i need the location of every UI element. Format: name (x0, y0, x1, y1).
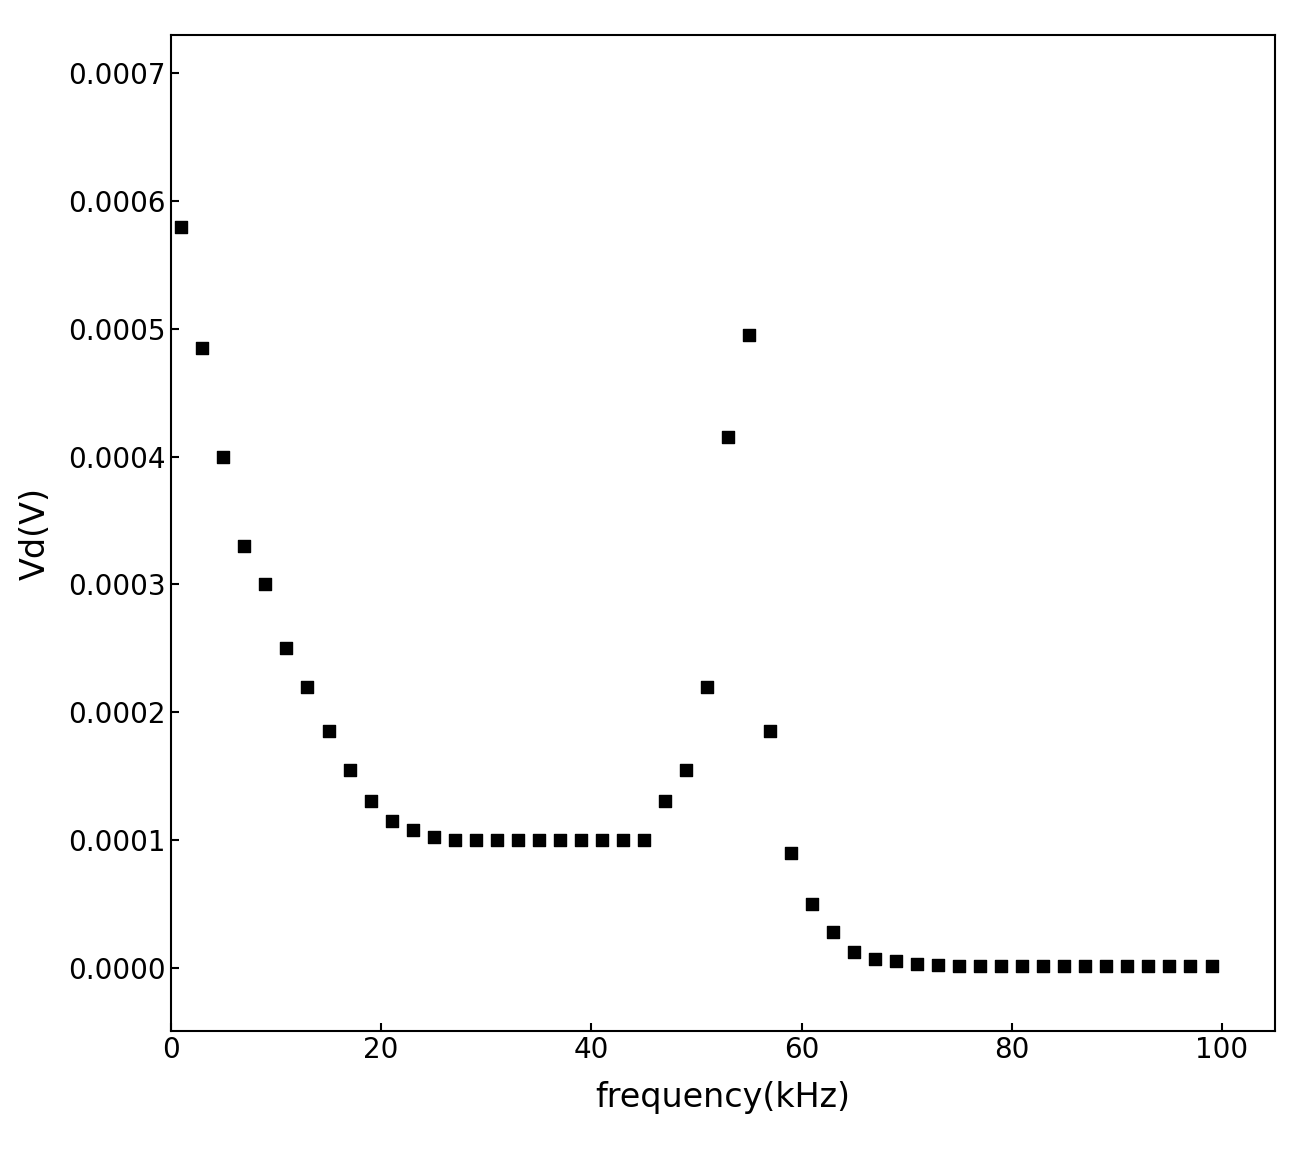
Point (402, 820, 423, 839)
Point (465, 831, 486, 850)
Point (696, 677, 717, 696)
Point (192, 339, 213, 357)
Y-axis label: Vd(V): Vd(V) (18, 486, 51, 580)
Point (570, 831, 591, 850)
Point (802, 894, 823, 913)
Point (318, 722, 339, 741)
Point (444, 831, 465, 850)
Point (654, 792, 675, 811)
Point (1201, 956, 1222, 975)
Point (738, 326, 759, 345)
Point (844, 942, 865, 961)
X-axis label: frequency(kHz): frequency(kHz) (595, 1081, 850, 1113)
Point (970, 956, 991, 975)
Point (381, 811, 402, 830)
Point (781, 843, 802, 861)
Point (991, 956, 1012, 975)
Point (675, 761, 696, 779)
Point (949, 956, 970, 975)
Point (423, 827, 444, 846)
Point (528, 831, 549, 850)
Point (1117, 956, 1138, 975)
Point (549, 831, 570, 850)
Point (717, 428, 738, 447)
Point (1180, 956, 1201, 975)
Point (591, 831, 612, 850)
Point (612, 831, 633, 850)
Point (486, 831, 507, 850)
Point (1033, 956, 1054, 975)
Point (1075, 956, 1096, 975)
Point (1138, 956, 1159, 975)
Point (823, 922, 844, 941)
Point (360, 792, 381, 811)
Point (339, 761, 360, 779)
Point (171, 217, 192, 236)
Point (255, 575, 276, 594)
Point (865, 949, 886, 968)
Point (1012, 956, 1033, 975)
Point (886, 952, 907, 970)
Point (907, 954, 928, 973)
Point (928, 955, 949, 974)
Point (507, 831, 528, 850)
Point (297, 677, 318, 696)
Point (213, 448, 234, 466)
Point (633, 831, 654, 850)
Point (1096, 956, 1117, 975)
Point (276, 639, 297, 657)
Point (1159, 956, 1180, 975)
Point (234, 537, 255, 556)
Point (759, 722, 781, 741)
Point (1054, 956, 1075, 975)
